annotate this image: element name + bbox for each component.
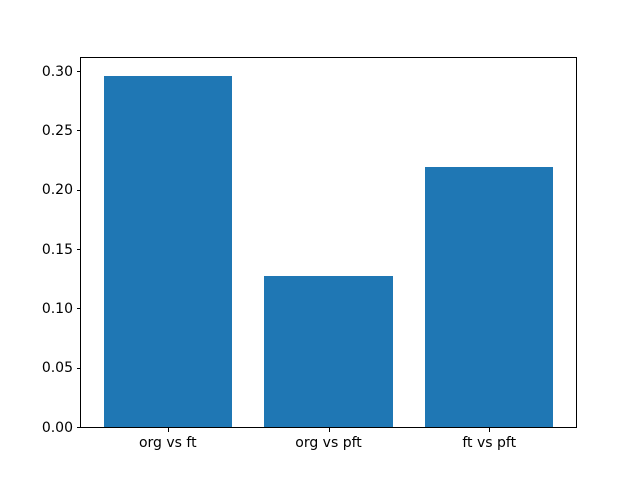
y-tick-mark (77, 249, 81, 251)
y-tick-label: 0.00 (41, 419, 73, 436)
bar-org-vs-ft (103, 75, 233, 427)
y-tick-label: 0.30 (41, 63, 73, 80)
y-tick-mark (77, 367, 81, 369)
y-tick-mark (77, 189, 81, 191)
plot-area (80, 57, 577, 428)
y-tick-mark (77, 427, 81, 428)
y-tick-label: 0.20 (41, 182, 73, 199)
y-tick-label: 0.10 (41, 300, 73, 317)
x-tick-mark (489, 428, 491, 432)
y-tick-label: 0.25 (41, 122, 73, 139)
x-tick-mark (167, 428, 169, 432)
y-tick-label: 0.05 (41, 360, 73, 377)
x-tick-label: org vs pft (295, 435, 362, 451)
x-tick-mark (328, 428, 330, 432)
x-tick-label: ft vs pft (462, 435, 517, 451)
x-tick-label: org vs ft (138, 435, 197, 451)
y-tick-label: 0.15 (41, 241, 73, 258)
y-tick-mark (77, 308, 81, 310)
y-tick-mark (77, 130, 81, 132)
bar-org-vs-pft (264, 276, 393, 427)
bar-ft-vs-pft (424, 167, 554, 427)
y-tick-mark (77, 71, 81, 73)
